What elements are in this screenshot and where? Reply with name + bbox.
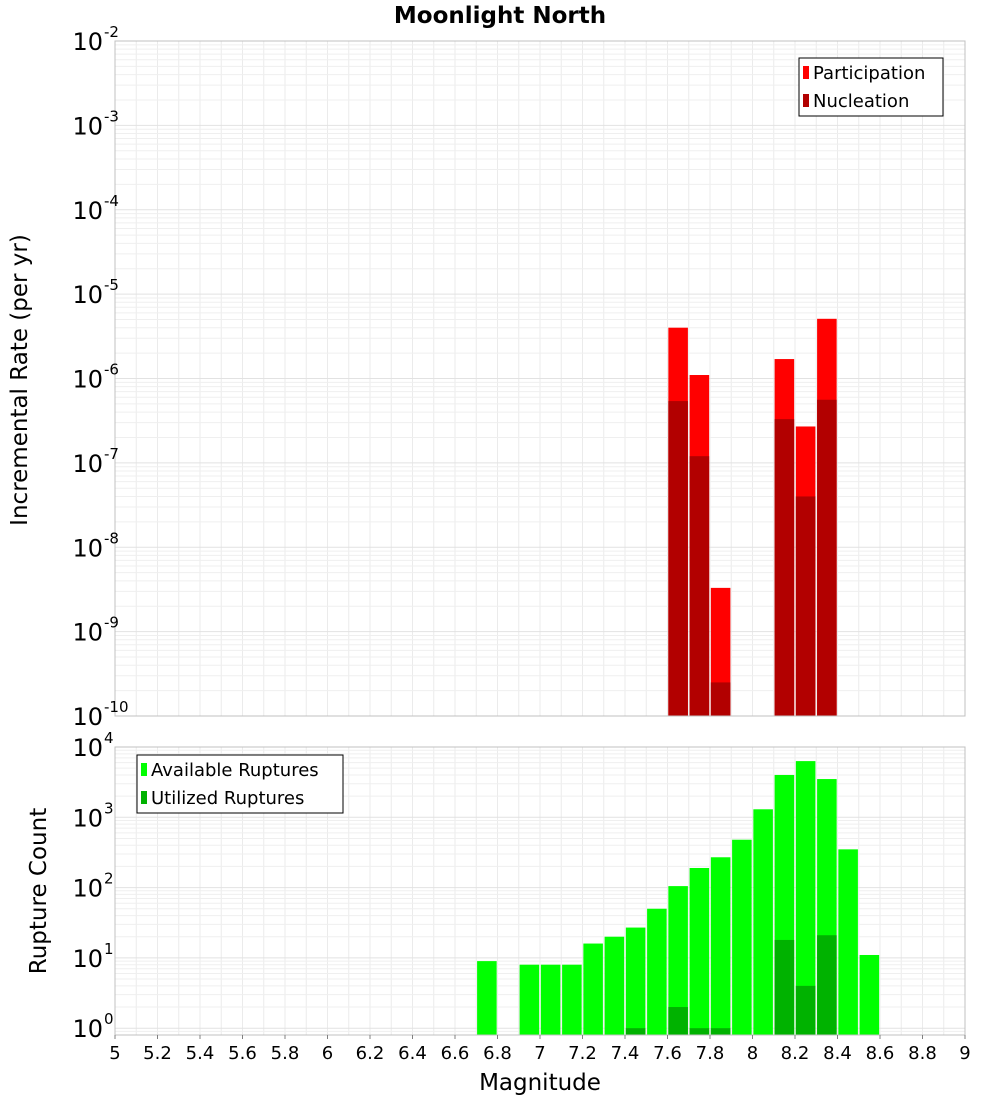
nucleation-bar <box>710 682 731 716</box>
nucleation-bar <box>668 401 688 716</box>
y-tick-label: 10 <box>72 734 103 762</box>
y-tick-label: 10 <box>72 1015 103 1043</box>
y-tick-exponent: 0 <box>104 1010 114 1028</box>
available-ruptures-bar <box>477 961 497 1035</box>
x-tick-label: 6.4 <box>398 1043 427 1064</box>
legend-label: Available Ruptures <box>151 760 319 781</box>
utilized-ruptures-bar <box>668 1007 688 1035</box>
available-ruptures-bar <box>604 936 625 1035</box>
utilized-ruptures-bar <box>689 1028 710 1035</box>
y-tick-exponent: -6 <box>104 361 119 379</box>
y-tick-label: 10 <box>72 875 103 903</box>
available-ruptures-bar <box>647 908 667 1035</box>
x-axis-label: Magnitude <box>479 1070 601 1096</box>
legend-swatch <box>803 66 809 79</box>
x-tick-label: 5.8 <box>271 1043 300 1064</box>
x-tick-label: 6.8 <box>483 1043 512 1064</box>
available-ruptures-bar <box>689 867 710 1035</box>
y-tick-label: 10 <box>72 197 103 225</box>
x-tick-label: 6.2 <box>356 1043 385 1064</box>
y-tick-label: 10 <box>72 112 103 140</box>
x-tick-label: 5.6 <box>228 1043 257 1064</box>
y-tick-exponent: 4 <box>104 729 114 747</box>
y-tick-exponent: -7 <box>104 445 119 463</box>
y-tick-exponent: -10 <box>104 698 129 716</box>
nucleation-bar <box>774 419 795 716</box>
y-tick-exponent: -5 <box>104 276 119 294</box>
y-tick-label: 10 <box>72 945 103 973</box>
y-tick-exponent: -2 <box>104 23 119 41</box>
x-tick-label: 6 <box>322 1043 333 1064</box>
utilized-ruptures-bar <box>817 935 837 1035</box>
nucleation-bar <box>795 496 816 716</box>
rupture-count-panel: 10 010 110 210 310 45 5.2 5.4 5.6 5.8 6 6.2 6.4 6.6 6.… <box>72 729 970 1064</box>
x-tick-label: 8.6 <box>866 1043 895 1064</box>
legend-swatch <box>803 94 809 107</box>
y-tick-label: 10 <box>72 366 103 394</box>
x-tick-label: 7.6 <box>653 1043 682 1064</box>
y-axis-label-count: Rupture Count <box>26 808 52 974</box>
available-ruptures-bar <box>795 761 816 1035</box>
x-tick-label: 6.6 <box>441 1043 470 1064</box>
legend-swatch <box>141 791 147 804</box>
y-tick-exponent: -4 <box>104 192 119 210</box>
x-tick-label: 8.2 <box>781 1043 810 1064</box>
y-tick-exponent: -3 <box>104 107 119 125</box>
x-tick-label: 7.8 <box>696 1043 725 1064</box>
available-ruptures-bar <box>625 927 646 1035</box>
utilized-ruptures-bar <box>710 1028 731 1035</box>
legend: Participation Nucleation <box>798 57 944 117</box>
y-tick-label: 10 <box>72 281 103 309</box>
x-tick-label: 7.4 <box>611 1043 640 1064</box>
y-tick-label: 10 <box>72 28 103 56</box>
y-tick-exponent: 3 <box>104 799 114 817</box>
y-tick-exponent: 1 <box>104 940 114 958</box>
legend-label: Participation <box>813 63 925 84</box>
x-tick-label: 7.2 <box>568 1043 597 1064</box>
utilized-ruptures-bar <box>795 985 816 1035</box>
y-tick-label: 10 <box>72 703 103 731</box>
available-ruptures-bar <box>859 954 880 1035</box>
available-ruptures-bar <box>838 849 858 1035</box>
y-tick-label: 10 <box>72 619 103 647</box>
legend-box <box>136 754 344 814</box>
plot-frame <box>114 40 966 717</box>
chart-title: Moonlight North <box>394 3 606 29</box>
nucleation-bar <box>817 399 837 716</box>
y-tick-label: 10 <box>72 804 103 832</box>
available-ruptures-bar <box>732 839 752 1035</box>
available-ruptures-bar <box>753 809 773 1035</box>
legend-label: Nucleation <box>813 91 909 112</box>
x-tick-label: 8 <box>747 1043 758 1064</box>
x-tick-label: 5 <box>109 1043 120 1064</box>
x-tick-label: 7 <box>534 1043 545 1064</box>
x-tick-label: 5.2 <box>143 1043 172 1064</box>
available-ruptures-bar <box>668 886 688 1035</box>
y-tick-label: 10 <box>72 534 103 562</box>
y-axis-label-rate: Incremental Rate (per yr) <box>7 234 33 526</box>
x-tick-label: 5.4 <box>186 1043 215 1064</box>
utilized-ruptures-bar <box>625 1028 646 1035</box>
nucleation-bar <box>689 456 710 716</box>
legend-box <box>798 57 944 117</box>
y-tick-exponent: 2 <box>104 870 114 888</box>
x-tick-label: 8.4 <box>823 1043 852 1064</box>
legend-label: Utilized Ruptures <box>151 788 304 809</box>
y-tick-label: 10 <box>72 450 103 478</box>
available-ruptures-bar <box>519 964 540 1035</box>
y-tick-exponent: -8 <box>104 529 119 547</box>
available-ruptures-bar <box>562 964 582 1035</box>
x-tick-label: 9 <box>959 1043 970 1064</box>
available-ruptures-bar <box>583 943 603 1035</box>
legend-swatch <box>141 763 147 776</box>
x-tick-label: 8.8 <box>908 1043 937 1064</box>
utilized-ruptures-bar <box>774 939 795 1035</box>
legend: Available Ruptures Utilized Ruptures <box>136 754 344 814</box>
available-ruptures-bar <box>710 857 731 1035</box>
y-tick-exponent: -9 <box>104 614 119 632</box>
available-ruptures-bar <box>540 964 561 1035</box>
